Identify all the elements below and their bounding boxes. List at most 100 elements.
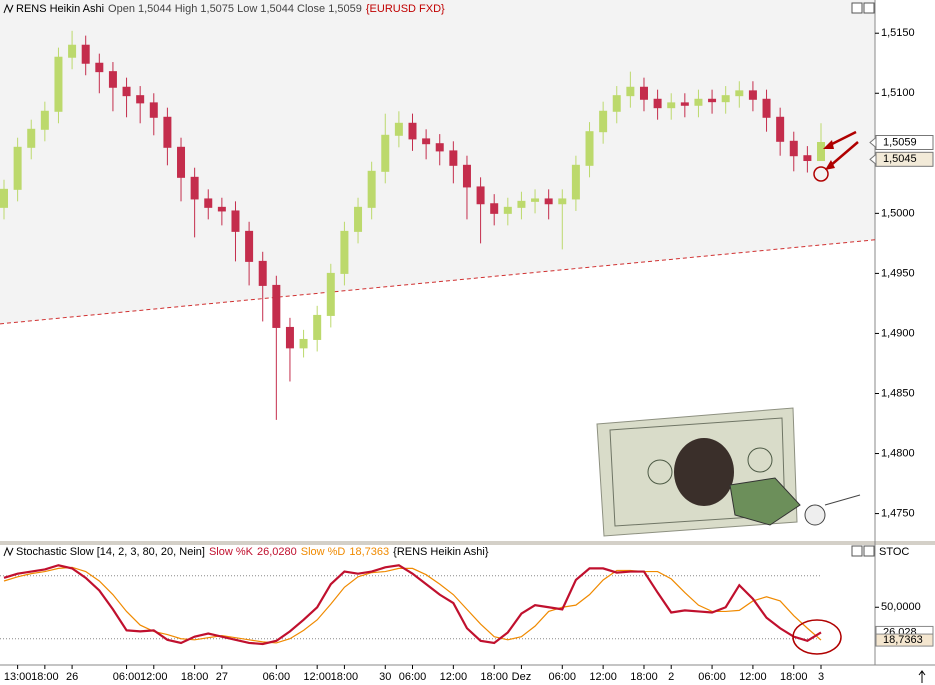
candle-body [612, 95, 621, 112]
maximize-button[interactable] [851, 545, 863, 557]
candle-body [517, 200, 526, 208]
candle-body [503, 206, 512, 214]
candle-body [394, 122, 403, 136]
candle-body [285, 326, 294, 349]
candle-body [0, 188, 8, 208]
candle-body [803, 155, 812, 162]
candle-body [422, 138, 431, 145]
candle-body [95, 62, 104, 73]
legend-name: Slow %D [301, 546, 346, 558]
stoch-line [3, 564, 822, 646]
candle-body [680, 102, 689, 106]
candle-body [694, 98, 703, 106]
candle-body [367, 170, 376, 208]
y-tick-label: 1,4950 [881, 267, 915, 279]
shaded-zone [0, 0, 875, 324]
price-label: 1,5045 [883, 153, 917, 165]
x-tick-label: 12:00 [739, 671, 767, 683]
scroll-arrow-head [918, 670, 926, 676]
y-tick-label: 1,4750 [881, 507, 915, 519]
candle-body [776, 116, 785, 142]
indicator-icon [3, 546, 14, 557]
candle-body [217, 206, 226, 212]
x-tick-label: 3 [818, 671, 824, 683]
x-tick-label: 12:00 [303, 671, 331, 683]
legend-value: 18,7363 [349, 546, 389, 558]
candle-body [40, 110, 49, 130]
candle-body [708, 98, 717, 103]
legend-name: Slow %K [209, 546, 254, 558]
candle-body [735, 90, 744, 97]
x-tick-label: 26 [66, 671, 78, 683]
annotations [792, 130, 859, 655]
y-tick-label: 1,5000 [881, 207, 915, 219]
candle-body [585, 131, 594, 166]
y-tick-label: 1,5150 [881, 27, 915, 39]
candle-body [299, 338, 308, 349]
candle-body [571, 164, 580, 200]
y-tick-label: 50,0000 [881, 601, 921, 613]
candle-body [381, 134, 390, 172]
x-tick-label: 18:00 [630, 671, 658, 683]
stoch-title: Stochastic Slow [14, 2, 3, 80, 20, Nein] [16, 546, 205, 558]
candle-body [204, 198, 213, 208]
x-tick-label: 18:00 [31, 671, 59, 683]
candle-body [190, 176, 199, 200]
candle-body [27, 128, 36, 148]
close-button[interactable] [863, 545, 875, 557]
value-label: 18,7363 [883, 634, 923, 646]
y-tick-label: 1,5100 [881, 87, 915, 99]
candle-body [149, 102, 158, 118]
candle-body [544, 198, 553, 205]
y-tick-label: 1,4800 [881, 447, 915, 459]
candle-body [667, 102, 676, 109]
candle-body [558, 198, 567, 205]
x-tick-label: 13:00 [4, 671, 32, 683]
candle-body [817, 142, 825, 162]
x-tick-label: 18:00 [181, 671, 209, 683]
candle-body [462, 164, 471, 188]
candle-body [490, 203, 499, 214]
legend-value: 26,0280 [257, 546, 297, 558]
candle-body [272, 284, 281, 328]
candle-body [789, 140, 798, 157]
candle-body [435, 143, 444, 152]
x-tick-label: Dez [512, 671, 532, 683]
candle-body [721, 95, 730, 103]
y-tick-label: 1,4900 [881, 327, 915, 339]
candle-body [136, 95, 145, 104]
candle-body [68, 44, 77, 58]
x-tick-label: 18:00 [480, 671, 508, 683]
candle-body [408, 122, 417, 140]
candle-body [476, 186, 485, 205]
ohlc-text: Open 1,5044 High 1,5075 Low 1,5044 Close… [108, 3, 362, 15]
candle-body [326, 272, 335, 316]
x-tick-label: 06:00 [263, 671, 291, 683]
main-header: RENS Heikin Ashi Open 1,5044 High 1,5075 … [16, 3, 445, 15]
candle-body [639, 86, 648, 100]
x-tick-label: 12:00 [140, 671, 168, 683]
x-tick-label: 06:00 [549, 671, 577, 683]
maximize-button[interactable] [851, 2, 863, 14]
x-tick-label: 06:00 [698, 671, 726, 683]
x-tick-label: 06:00 [399, 671, 427, 683]
x-tick-label: 30 [379, 671, 391, 683]
candle-body [163, 116, 172, 148]
candle-body [354, 206, 363, 232]
candle-body [231, 210, 240, 232]
x-tick-label: 12:00 [589, 671, 617, 683]
candle-body [54, 56, 63, 112]
dollar-illustration [596, 407, 861, 537]
candle-body [13, 146, 22, 190]
x-tick-label: 12:00 [440, 671, 468, 683]
window-buttons[interactable] [851, 2, 875, 557]
candle-body [653, 98, 662, 109]
close-button[interactable] [863, 2, 875, 14]
candle-body [177, 146, 186, 178]
x-tick-label: 06:00 [113, 671, 141, 683]
candle-body [531, 198, 540, 202]
candle-body [762, 98, 771, 118]
price-label: 1,5059 [883, 136, 917, 148]
stoch-source: {RENS Heikin Ashi} [393, 546, 489, 558]
